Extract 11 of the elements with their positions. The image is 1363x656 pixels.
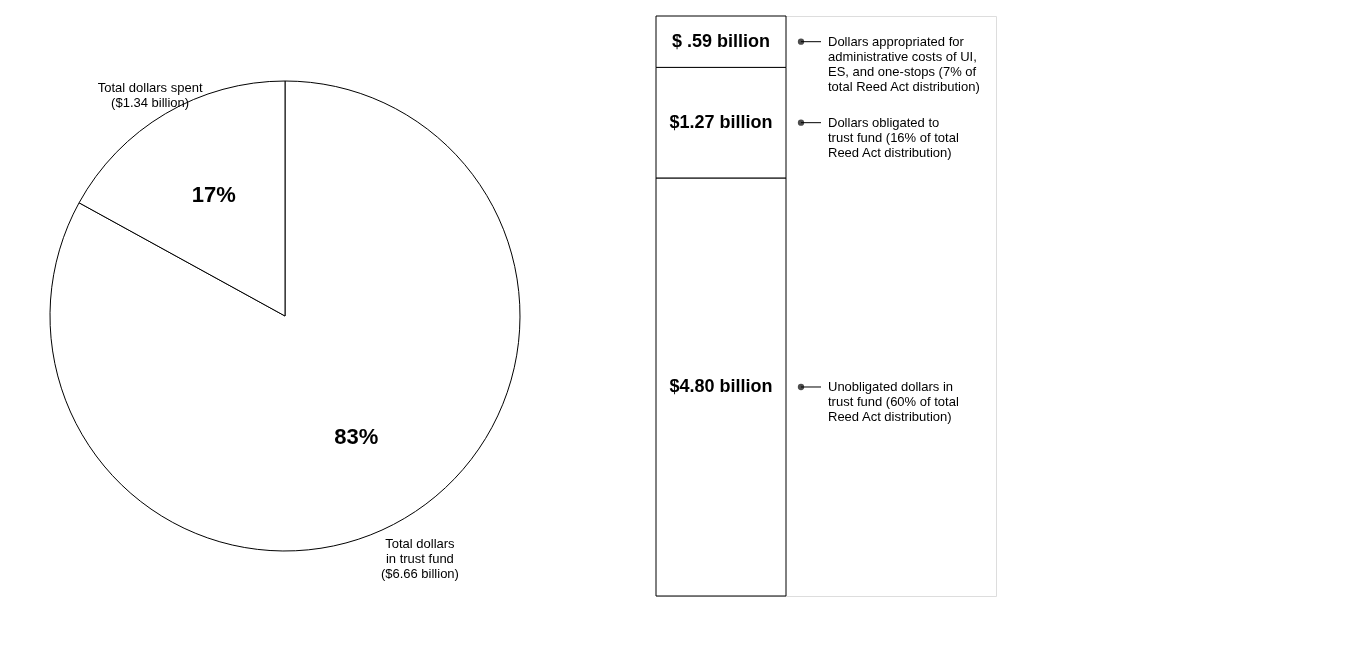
data-label: $4.80 billion <box>669 375 773 396</box>
data-label: 17% <box>191 182 236 208</box>
legend-label: Unobligated dollars in trust fund (60% of total Reed Act distribution) <box>828 378 959 424</box>
data-label: 83% <box>334 423 379 449</box>
pie-slice <box>49 80 521 552</box>
data-label: $ .59 billion <box>671 30 771 51</box>
slice-label: Total dollars in trust fund ($6.66 billion) <box>380 536 459 582</box>
legend-label: Dollars obligated to trust fund (16% of total Reed Act distribution) <box>828 114 959 160</box>
slice-label: Total dollars spent ($1.34 billion) <box>97 79 203 110</box>
legend-label: Dollars appropriated for administrative costs of UI, ES, and one-stops (7% of total Reed Act distribution) <box>828 33 980 94</box>
data-label: $1.27 billion <box>669 111 773 132</box>
